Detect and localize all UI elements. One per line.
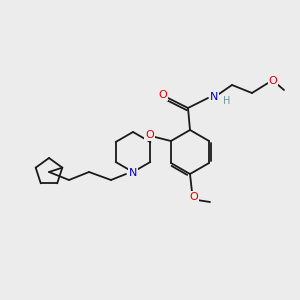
Text: O: O: [190, 192, 198, 202]
Text: H: H: [223, 96, 231, 106]
Text: O: O: [146, 130, 154, 140]
Text: N: N: [210, 92, 218, 102]
Text: O: O: [159, 90, 167, 100]
Text: N: N: [129, 168, 137, 178]
Text: O: O: [268, 76, 278, 86]
